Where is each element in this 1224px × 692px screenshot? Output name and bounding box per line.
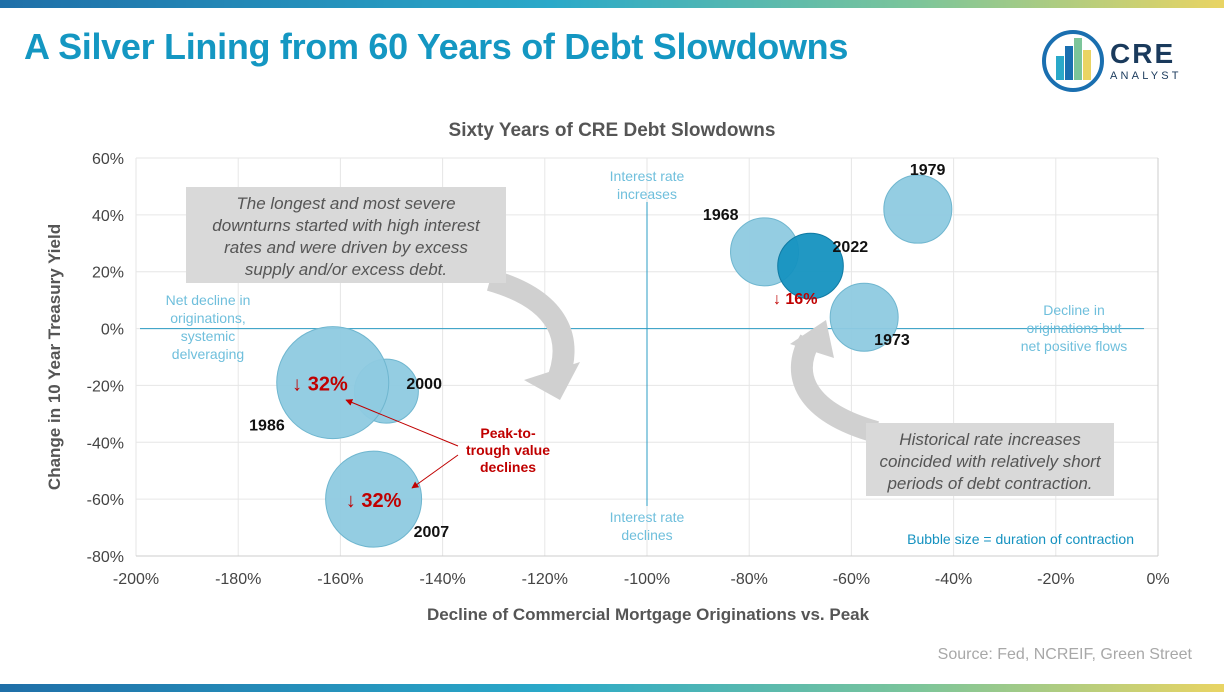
grey-arrow-top-head bbox=[524, 362, 580, 400]
source-note: Source: Fed, NCREIF, Green Street bbox=[937, 646, 1192, 663]
bubble-year-labels: 1968 1973 1979 2022 2000 1986 2007 bbox=[249, 162, 945, 541]
quadrant-label-bottom: Interest rate declines bbox=[610, 509, 685, 543]
bubble-label-1973: 1973 bbox=[874, 332, 910, 349]
bubble-1986 bbox=[276, 326, 390, 440]
x-tick-label: -180% bbox=[215, 571, 261, 588]
chart-title: Sixty Years of CRE Debt Slowdowns bbox=[449, 120, 776, 141]
logo-wordmark: CRE ANALYST bbox=[1110, 38, 1182, 83]
peak-trough-label: Peak-to-trough value declines bbox=[466, 425, 550, 475]
logo-sub-text: ANALYST bbox=[1110, 70, 1182, 82]
peak-arrow-1986 bbox=[345, 399, 459, 447]
peak-arrow-2007 bbox=[411, 454, 459, 489]
x-tick-label: -40% bbox=[935, 571, 972, 588]
quadrant-label-left: Net decline in originations, systemic delve… bbox=[166, 292, 251, 362]
y-tick-label: 60% bbox=[92, 151, 124, 168]
quadrant-labels: Interest rate increases Interest rate decli… bbox=[166, 168, 1128, 543]
bubble-label-1979: 1979 bbox=[910, 162, 946, 179]
x-tick-label: -160% bbox=[317, 571, 363, 588]
bubble-label-1986: 1986 bbox=[249, 418, 285, 435]
bottom-accent-stripe bbox=[0, 684, 1224, 692]
bubble-2007 bbox=[325, 450, 423, 548]
cre-analyst-logo-icon bbox=[1042, 30, 1104, 92]
bubble-size-note: Bubble size = duration of contraction bbox=[907, 531, 1134, 547]
bubble-label-2022: 2022 bbox=[833, 239, 869, 256]
bubble-1973 bbox=[829, 282, 899, 352]
x-tick-label: 0% bbox=[1146, 571, 1169, 588]
bubble-1979 bbox=[883, 174, 953, 244]
callout-severe-downturns: The longest and most severe downturns st… bbox=[186, 187, 506, 283]
y-tick-label: -80% bbox=[87, 549, 124, 566]
bubble-label-1968: 1968 bbox=[703, 207, 739, 224]
y-tick-label: -40% bbox=[87, 435, 124, 452]
quadrant-label-right: Decline in originations but net positive f… bbox=[1021, 302, 1128, 354]
chart-bubbles bbox=[276, 174, 953, 548]
value-decline-labels: ↓ 32% ↓ 32% ↓ 16% Peak-to-trough value decli… bbox=[292, 291, 817, 512]
bubble-2022 bbox=[777, 232, 844, 300]
y-axis-label: Change in 10 Year Treasury Yield bbox=[45, 224, 64, 490]
x-tick-label: -80% bbox=[731, 571, 768, 588]
page-title: A Silver Lining from 60 Years of Debt Sl… bbox=[24, 26, 849, 67]
grey-arrow-bottom-shaft bbox=[791, 334, 880, 443]
value-decline-2007: ↓ 32% bbox=[346, 490, 402, 512]
bubble-label-2000: 2000 bbox=[406, 376, 442, 393]
x-tick-label: -140% bbox=[419, 571, 465, 588]
quadrant-label-top: Interest rate increases bbox=[610, 168, 685, 202]
y-tick-label: 20% bbox=[92, 265, 124, 282]
x-tick-label: -120% bbox=[522, 571, 568, 588]
y-tick-label: 0% bbox=[101, 322, 124, 339]
value-decline-1986: ↓ 32% bbox=[292, 374, 348, 396]
logo-main-text: CRE bbox=[1110, 38, 1176, 69]
chart-tick-labels: -200% -180% -160% -140% -120% -100% -80% -60% -4… bbox=[87, 151, 1170, 588]
value-decline-2022: ↓ 16% bbox=[773, 291, 817, 308]
top-accent-stripe bbox=[0, 0, 1224, 8]
grey-arrow-top-shaft bbox=[486, 269, 575, 389]
chart-axes bbox=[136, 158, 1159, 557]
x-tick-label: -60% bbox=[833, 571, 870, 588]
grey-arrow-bottom-head bbox=[790, 320, 834, 358]
chart-arrows bbox=[345, 269, 880, 489]
y-tick-label: -60% bbox=[87, 492, 124, 509]
x-tick-label: -100% bbox=[624, 571, 670, 588]
y-tick-label: -20% bbox=[87, 378, 124, 395]
x-tick-label: -20% bbox=[1037, 571, 1074, 588]
y-tick-label: 40% bbox=[92, 208, 124, 225]
x-tick-label: -200% bbox=[113, 571, 159, 588]
bubble-label-2007: 2007 bbox=[414, 524, 450, 541]
callout-rate-increases: Historical rate increases coincided with… bbox=[866, 423, 1114, 496]
x-axis-label: Decline of Commercial Mortgage Originati… bbox=[427, 605, 870, 624]
